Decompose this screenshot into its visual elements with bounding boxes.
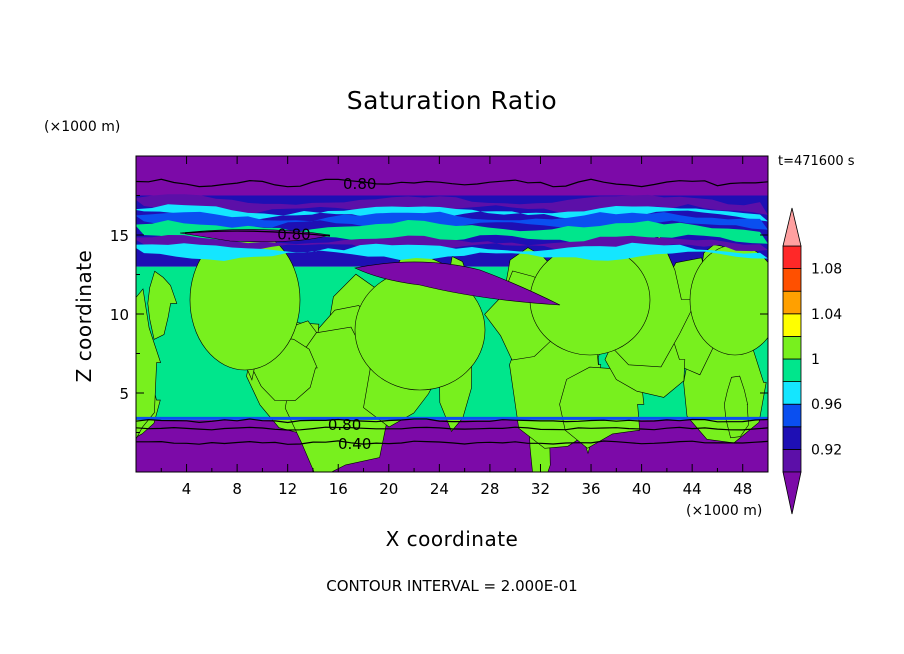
colorbar-swatch	[782, 358, 802, 383]
contour-label: 0.80	[328, 416, 361, 434]
colorbar: 0.92 0.96 1 1.04 1.08	[782, 207, 842, 515]
contour-line	[136, 426, 768, 431]
x-tick-label: 24	[430, 480, 449, 498]
colorbar-label: 1	[811, 352, 820, 368]
x-tick-label: 32	[531, 480, 550, 498]
x-tick-label: 20	[379, 480, 398, 498]
colorbar-swatch	[782, 245, 802, 270]
x-tick-label: 12	[278, 480, 297, 498]
x-tick-label: 4	[182, 480, 192, 498]
colorbar-label: 1.04	[811, 307, 842, 323]
colorbar-swatch	[782, 403, 802, 428]
contour-label: 0.80	[343, 175, 376, 193]
contour-line	[184, 230, 331, 237]
x-tick-label: 40	[632, 480, 651, 498]
colorbar-swatch	[782, 313, 802, 337]
x-tick-label: 36	[581, 480, 600, 498]
x-tick-label: 8	[232, 480, 242, 498]
contour-label: 0.80	[277, 225, 310, 243]
contour-interval-note: CONTOUR INTERVAL = 2.000E-01	[326, 577, 578, 595]
x-tick-label: 48	[733, 480, 752, 498]
y-tick-label: 10	[110, 306, 129, 324]
field-band	[136, 416, 768, 420]
x-axis-unit: (×1000 m)	[686, 503, 763, 519]
y-axis-unit: (×1000 m)	[44, 119, 121, 135]
x-tick-label: 44	[683, 480, 702, 498]
field-band	[136, 242, 768, 261]
field-cell	[723, 375, 749, 439]
y-tick-label: 5	[119, 385, 129, 403]
colorbar-swatch	[782, 426, 802, 450]
colorbar-label: 0.92	[811, 442, 842, 458]
contour-line	[136, 440, 768, 445]
field-cell	[136, 288, 162, 440]
colorbar-swatch	[782, 381, 802, 405]
contour-label: 0.40	[338, 435, 371, 453]
colorbar-swatch	[782, 290, 802, 315]
field-lens	[354, 261, 561, 306]
time-label: t=471600 s	[778, 154, 855, 169]
x-tick-label: 28	[480, 480, 499, 498]
field-cell	[147, 270, 178, 340]
region-upper-dry-layer	[136, 156, 768, 196]
colorbar-swatch	[782, 268, 802, 292]
colorbar-label: 0.96	[811, 397, 842, 413]
x-tick-label: 16	[329, 480, 348, 498]
x-axis-label: X coordinate	[385, 527, 519, 551]
colorbar-label: 1.08	[811, 262, 842, 278]
colorbar-over-arrow	[782, 207, 802, 247]
y-tick-label: 15	[110, 227, 129, 245]
contour-line	[136, 178, 768, 188]
colorbar-swatch	[782, 448, 802, 473]
field-cell	[689, 244, 768, 356]
colorbar-under-arrow	[782, 471, 802, 515]
colorbar-swatch	[782, 335, 802, 360]
contour-line	[136, 418, 768, 424]
chart-title: Saturation Ratio	[346, 86, 558, 115]
